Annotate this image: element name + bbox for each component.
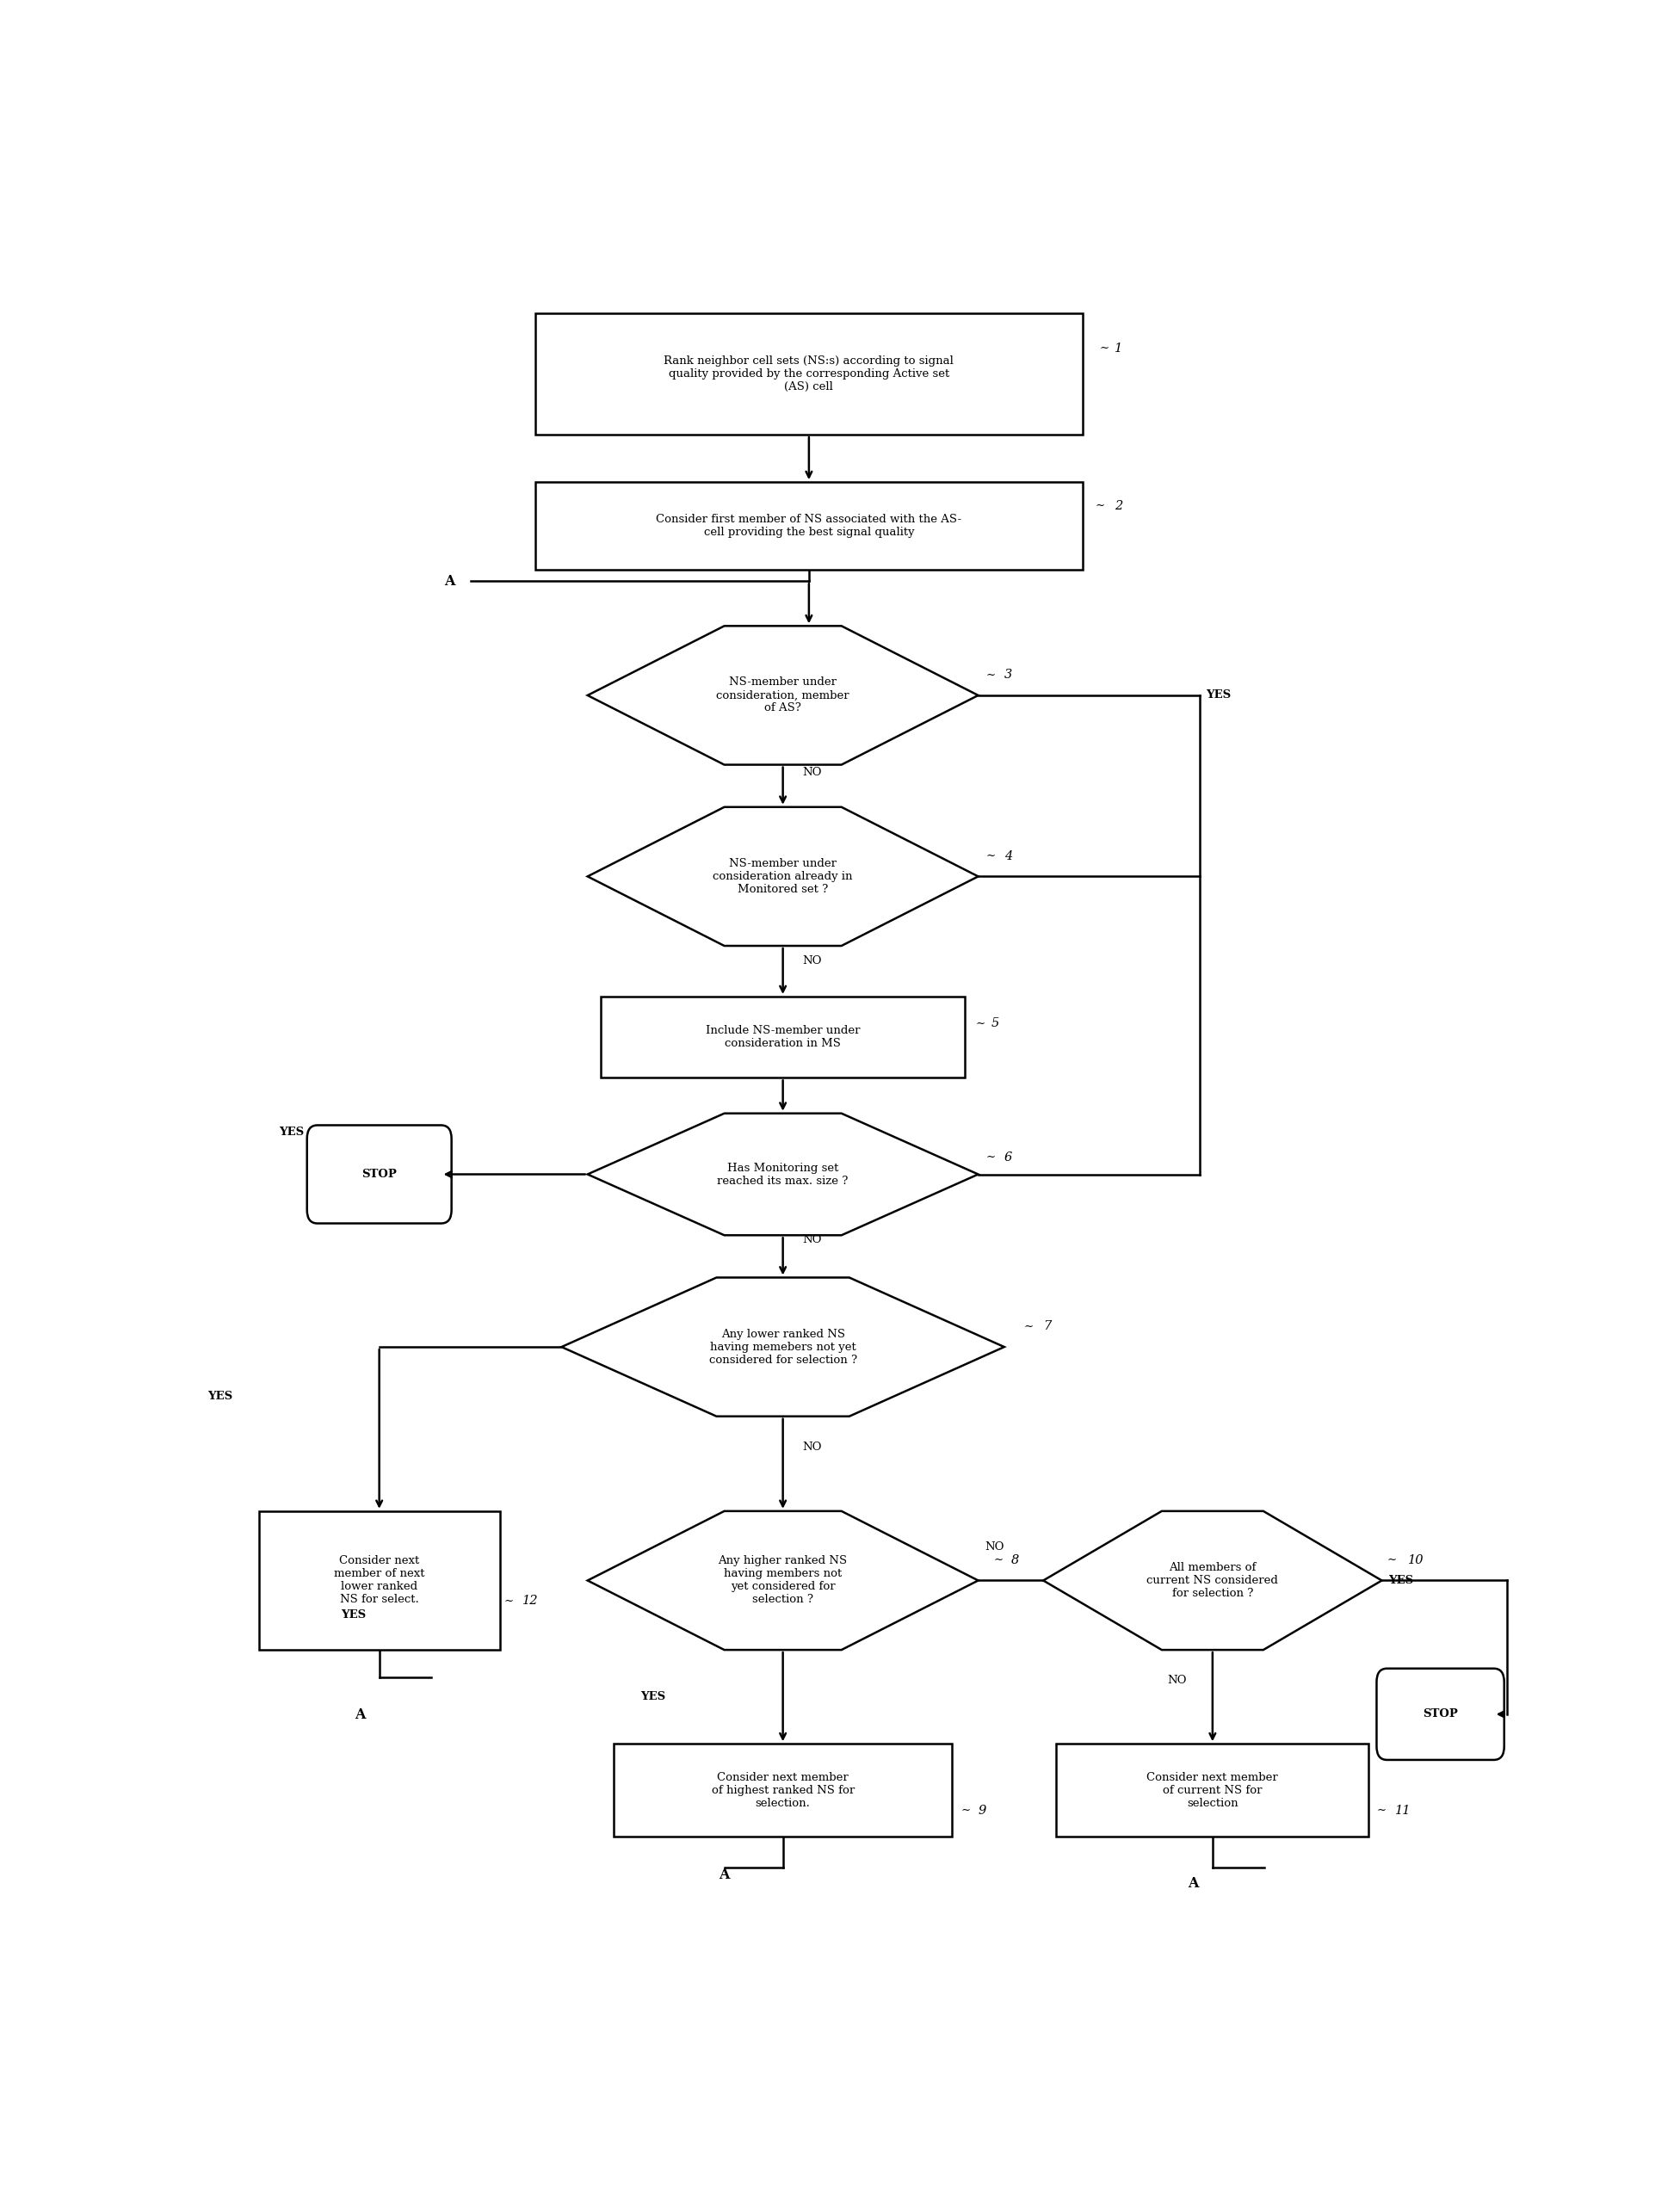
Text: ∼: ∼ <box>976 1018 984 1029</box>
Text: Any higher ranked NS
having members not
yet considered for
selection ?: Any higher ranked NS having members not … <box>719 1556 847 1605</box>
Text: ∼: ∼ <box>1099 343 1109 354</box>
Text: Rank neighbor cell sets (NS:s) according to signal
quality provided by the corre: Rank neighbor cell sets (NS:s) according… <box>664 356 954 391</box>
FancyBboxPatch shape <box>307 1125 452 1224</box>
Text: Consider next
member of next
lower ranked
NS for select.: Consider next member of next lower ranke… <box>334 1556 425 1605</box>
Text: NS-member under
consideration already in
Monitored set ?: NS-member under consideration already in… <box>712 857 853 895</box>
Text: 2: 2 <box>1116 499 1122 512</box>
Text: A: A <box>1188 1875 1198 1890</box>
Text: A: A <box>719 1868 729 1881</box>
Text: YES: YES <box>640 1690 665 1703</box>
Text: NO: NO <box>803 956 822 967</box>
Text: 4: 4 <box>1005 851 1011 862</box>
Bar <box>259 1510 499 1651</box>
Text: All members of
current NS considered
for selection ?: All members of current NS considered for… <box>1147 1563 1278 1598</box>
Text: 1: 1 <box>1116 343 1122 354</box>
Polygon shape <box>588 626 978 765</box>
Bar <box>536 312 1082 435</box>
Polygon shape <box>588 1114 978 1235</box>
Text: 3: 3 <box>1005 668 1011 681</box>
Text: ∼: ∼ <box>986 1152 996 1163</box>
Text: NS-member under
consideration, member
of AS?: NS-member under consideration, member of… <box>716 677 850 714</box>
Text: ∼: ∼ <box>1095 501 1105 512</box>
Text: NO: NO <box>984 1541 1005 1552</box>
Text: Consider next member
of highest ranked NS for
selection.: Consider next member of highest ranked N… <box>711 1772 855 1809</box>
Text: 5: 5 <box>991 1018 1000 1029</box>
FancyBboxPatch shape <box>1376 1668 1504 1761</box>
Text: YES: YES <box>1388 1576 1413 1587</box>
Text: 9: 9 <box>978 1805 986 1818</box>
Text: Consider first member of NS associated with the AS-
cell providing the best sign: Consider first member of NS associated w… <box>657 514 961 539</box>
Text: STOP: STOP <box>1423 1708 1458 1719</box>
Text: A: A <box>444 574 455 589</box>
Text: YES: YES <box>208 1391 234 1402</box>
Text: YES: YES <box>1206 690 1231 701</box>
Text: Any lower ranked NS
having memebers not yet
considered for selection ?: Any lower ranked NS having memebers not … <box>709 1328 857 1365</box>
Text: NO: NO <box>803 767 822 778</box>
Bar <box>601 996 964 1077</box>
Polygon shape <box>588 807 978 945</box>
Text: 6: 6 <box>1005 1152 1011 1163</box>
Text: ∼: ∼ <box>986 851 996 862</box>
Text: ∼: ∼ <box>504 1596 514 1607</box>
Text: ∼: ∼ <box>1388 1554 1396 1565</box>
Polygon shape <box>561 1277 1005 1416</box>
Text: YES: YES <box>341 1609 366 1620</box>
Bar <box>1057 1743 1369 1838</box>
Text: Include NS-member under
consideration in MS: Include NS-member under consideration in… <box>706 1024 860 1048</box>
Text: YES: YES <box>279 1125 304 1139</box>
Text: Has Monitoring set
reached its max. size ?: Has Monitoring set reached its max. size… <box>717 1163 848 1187</box>
Text: NO: NO <box>803 1442 822 1453</box>
Text: NO: NO <box>1168 1675 1186 1686</box>
Text: A: A <box>354 1708 365 1721</box>
Text: ∼: ∼ <box>995 1554 1003 1565</box>
Polygon shape <box>1043 1510 1381 1651</box>
Text: NO: NO <box>803 1233 822 1244</box>
Text: ∼: ∼ <box>1376 1805 1386 1816</box>
Text: 11: 11 <box>1394 1805 1411 1818</box>
Text: STOP: STOP <box>361 1169 396 1180</box>
Text: 10: 10 <box>1408 1554 1423 1567</box>
Bar <box>536 481 1082 569</box>
Text: Consider next member
of current NS for
selection: Consider next member of current NS for s… <box>1147 1772 1278 1809</box>
Text: 12: 12 <box>522 1596 538 1607</box>
Text: ∼: ∼ <box>961 1805 971 1816</box>
Text: ∼: ∼ <box>986 670 996 681</box>
Text: 7: 7 <box>1043 1321 1052 1332</box>
Text: ∼: ∼ <box>1023 1321 1033 1332</box>
Text: 8: 8 <box>1011 1554 1018 1567</box>
Bar <box>613 1743 953 1838</box>
Polygon shape <box>588 1510 978 1651</box>
